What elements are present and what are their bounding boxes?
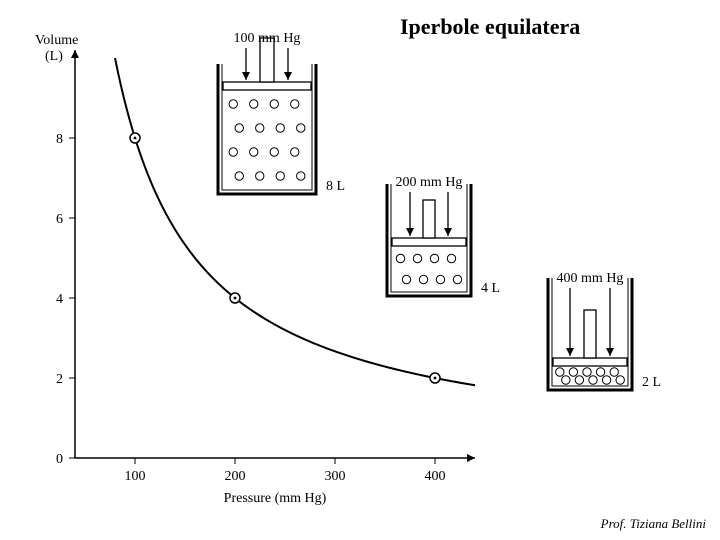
y-tick-label: 2 bbox=[56, 372, 63, 387]
x-tick-label: 200 bbox=[225, 469, 246, 484]
y-tick-label: 0 bbox=[56, 452, 63, 467]
volume-label: 2 L bbox=[642, 375, 661, 390]
piston-plate bbox=[392, 238, 466, 246]
x-tick-label: 100 bbox=[125, 469, 146, 484]
figure: 100 200 300 400 Pressure (mm Hg) 0 2 4 6 8 Volume(… bbox=[0, 0, 720, 540]
gas-molecule-icon bbox=[402, 275, 410, 283]
x-axis-label: Pressure (mm Hg) bbox=[224, 491, 327, 506]
gas-molecule-icon bbox=[229, 100, 237, 108]
gas-molecule-icon bbox=[575, 376, 583, 384]
gas-molecule-icon bbox=[569, 368, 577, 376]
piston-rod bbox=[584, 310, 596, 358]
data-point-dot-icon bbox=[234, 297, 237, 300]
gas-molecule-icon bbox=[256, 172, 264, 180]
x-axis-arrow-icon bbox=[467, 454, 475, 462]
x-tick-label: 400 bbox=[425, 469, 446, 484]
gas-molecule-icon bbox=[589, 376, 597, 384]
piston-plate bbox=[223, 82, 311, 90]
gas-molecule-icon bbox=[447, 254, 455, 262]
gas-molecule-icon bbox=[250, 148, 258, 156]
gas-molecule-icon bbox=[616, 376, 624, 384]
y-axis-label-1: Volume bbox=[35, 33, 78, 48]
gas-molecule-icon bbox=[235, 172, 243, 180]
y-tick-label: 8 bbox=[56, 132, 63, 147]
gas-molecule-icon bbox=[396, 254, 404, 262]
gas-molecule-icon bbox=[436, 275, 444, 283]
pressure-arrowhead-icon bbox=[444, 228, 452, 236]
gas-molecule-icon bbox=[602, 376, 610, 384]
piston-plate bbox=[553, 358, 627, 366]
data-point-dot-icon bbox=[134, 137, 137, 140]
gas-molecule-icon bbox=[291, 148, 299, 156]
gas-molecule-icon bbox=[256, 124, 264, 132]
gas-molecule-icon bbox=[270, 100, 278, 108]
gas-molecule-icon bbox=[270, 148, 278, 156]
gas-molecule-icon bbox=[419, 275, 427, 283]
y-tick-label: 4 bbox=[56, 292, 63, 307]
y-axis-arrow-icon bbox=[71, 50, 79, 58]
gas-molecule-icon bbox=[297, 172, 305, 180]
gas-molecule-icon bbox=[229, 148, 237, 156]
pressure-arrowhead-icon bbox=[284, 72, 292, 80]
y-axis-label-2: (L) bbox=[45, 49, 63, 64]
gas-molecule-icon bbox=[596, 368, 604, 376]
gas-molecule-icon bbox=[291, 100, 299, 108]
gas-molecule-icon bbox=[583, 368, 591, 376]
gas-molecule-icon bbox=[413, 254, 421, 262]
pressure-label: 200 mm Hg bbox=[396, 175, 463, 190]
pressure-arrowhead-icon bbox=[242, 72, 250, 80]
pressure-label: 400 mm Hg bbox=[557, 271, 624, 286]
pressure-arrowhead-icon bbox=[566, 348, 574, 356]
piston-rod bbox=[423, 200, 435, 238]
gas-molecule-icon bbox=[562, 376, 570, 384]
gas-molecule-icon bbox=[556, 368, 564, 376]
pressure-arrowhead-icon bbox=[606, 348, 614, 356]
gas-molecule-icon bbox=[453, 275, 461, 283]
page-title: Iperbole equilatera bbox=[400, 14, 580, 40]
data-point-dot-icon bbox=[434, 377, 437, 380]
pressure-arrowhead-icon bbox=[406, 228, 414, 236]
y-tick-label: 6 bbox=[56, 212, 63, 227]
volume-label: 8 L bbox=[326, 179, 345, 194]
gas-molecule-icon bbox=[235, 124, 243, 132]
pressure-label: 100 mm Hg bbox=[234, 31, 301, 46]
volume-label: 4 L bbox=[481, 281, 500, 296]
gas-molecule-icon bbox=[610, 368, 618, 376]
page-root: Iperbole equilatera 100 200 300 400 Pressure… bbox=[0, 0, 720, 540]
attribution: Prof. Tiziana Bellini bbox=[601, 516, 706, 532]
x-tick-label: 300 bbox=[325, 469, 346, 484]
gas-molecule-icon bbox=[276, 124, 284, 132]
gas-molecule-icon bbox=[297, 124, 305, 132]
gas-molecule-icon bbox=[276, 172, 284, 180]
gas-molecule-icon bbox=[250, 100, 258, 108]
gas-molecule-icon bbox=[430, 254, 438, 262]
